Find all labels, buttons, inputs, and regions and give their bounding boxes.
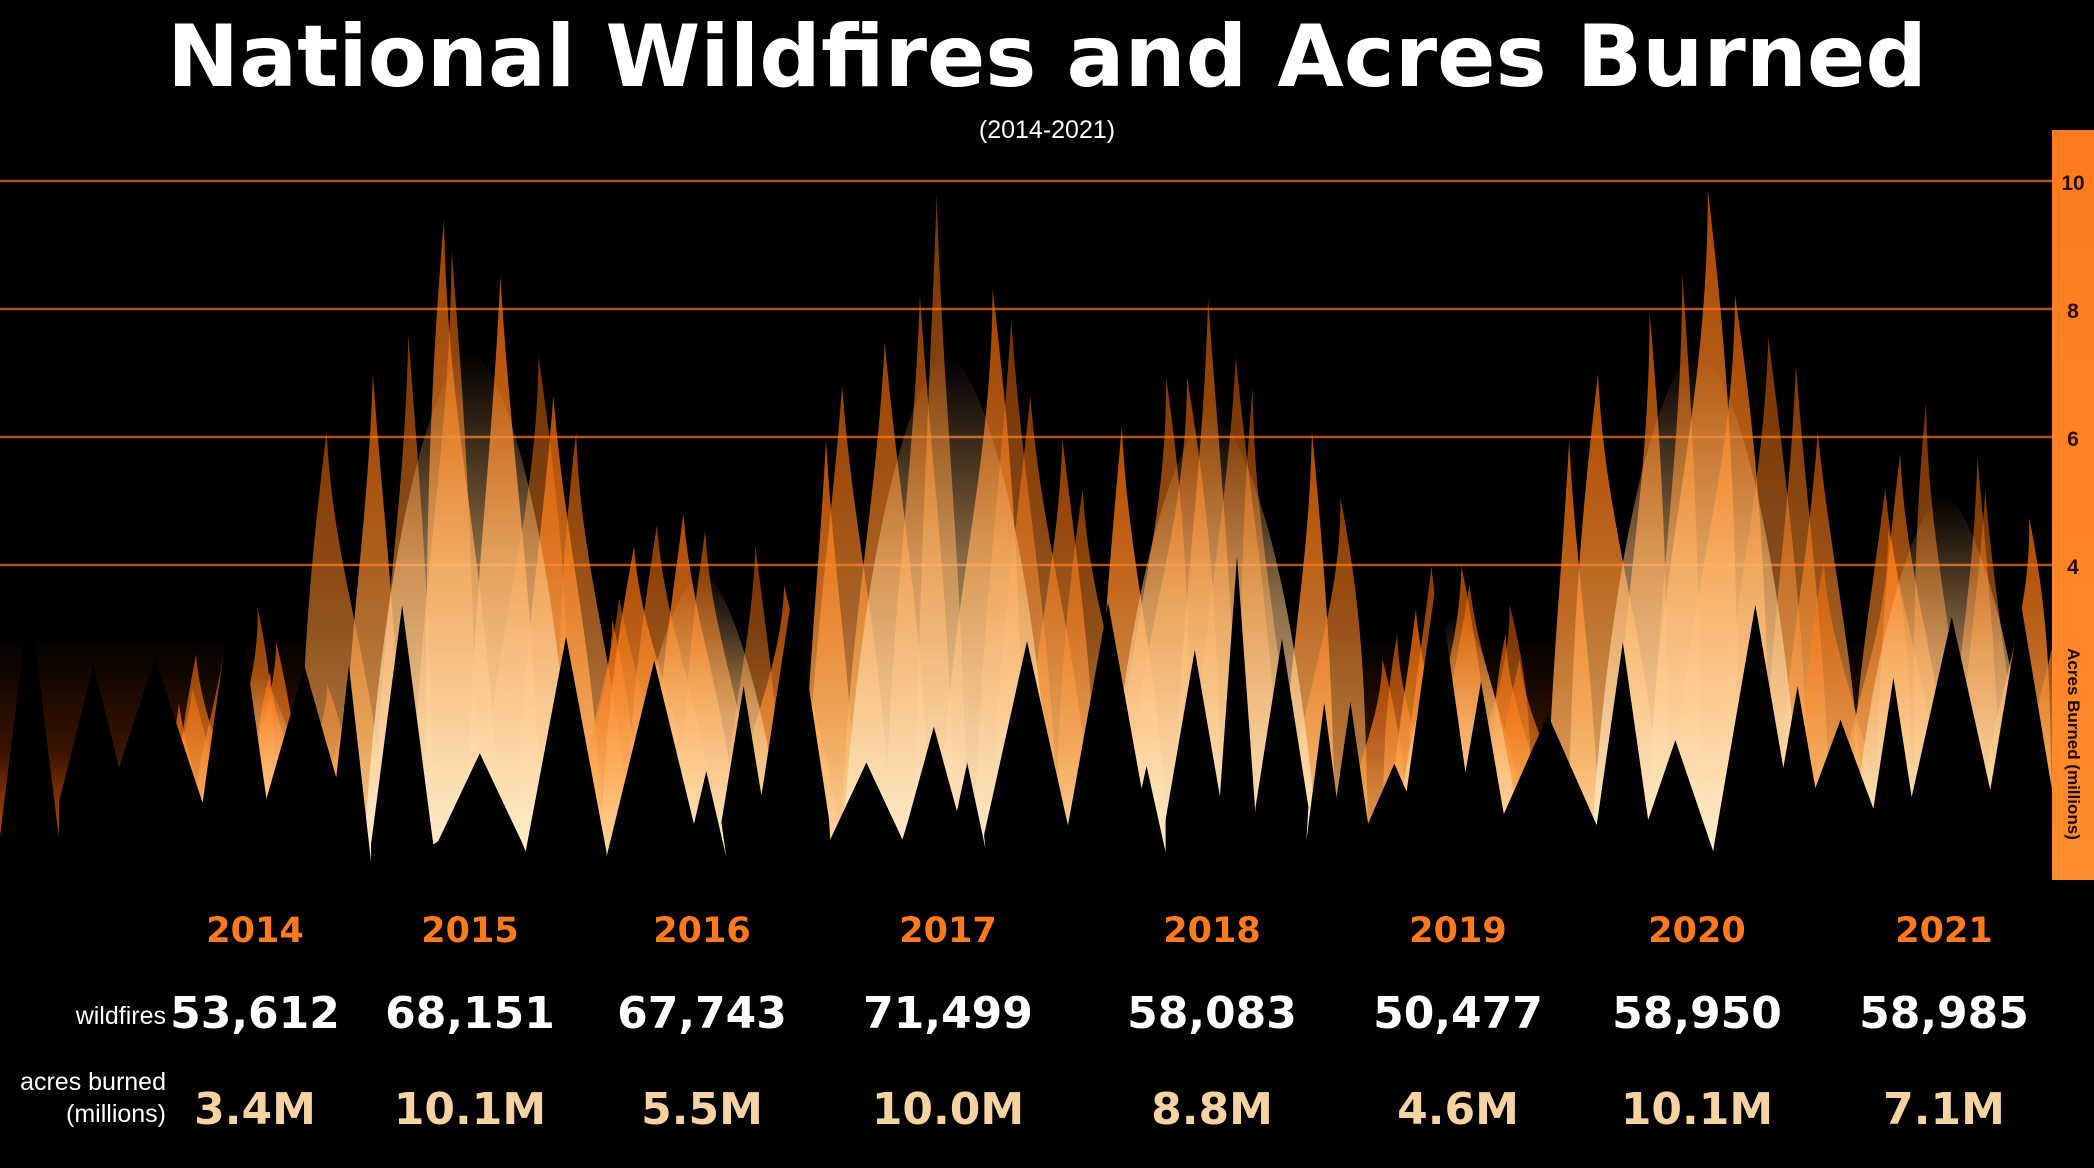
acres-value: 5.5M [641,1084,763,1135]
wildfires-value: 71,499 [863,988,1033,1039]
acres-row-label-line2: (millions) [66,1100,166,1128]
acres-value: 10.1M [1621,1084,1773,1135]
year-label: 2021 [1895,911,1992,951]
y-tick-label: 4 [2067,556,2079,579]
year-label: 2019 [1409,911,1506,951]
wildfires-value: 50,477 [1373,988,1543,1039]
flame-core [840,355,1056,880]
acres-value: 4.6M [1397,1084,1519,1135]
year-label: 2020 [1648,911,1745,951]
year-label: 2016 [653,911,750,951]
y-tick-label: 10 [2061,172,2084,195]
year-label: 2015 [421,911,518,951]
wildfires-value: 58,083 [1127,988,1297,1039]
year-label: 2014 [206,911,303,951]
wildfires-value: 53,612 [170,988,340,1039]
chart-subtitle: (2014-2021) [978,116,1116,144]
ground [0,880,2094,1168]
chart-title: National Wildfires and Acres Burned [167,7,1927,107]
acres-value: 10.1M [394,1084,546,1135]
tree-silhouette [0,556,2094,890]
acres-value: 10.0M [872,1084,1024,1135]
y-tick-label: 8 [2067,300,2079,323]
wildfires-value: 58,950 [1612,988,1782,1039]
y-axis-label: Acres Burned (millions) [2064,648,2083,840]
acres-value: 3.4M [194,1084,316,1135]
y-tick-label: 6 [2067,428,2079,451]
wildfires-value: 58,985 [1859,988,2029,1039]
wildfires-value: 67,743 [617,988,787,1039]
y-axis-bar [2052,130,2094,890]
year-label: 2018 [1163,911,1260,951]
year-label: 2017 [899,911,996,951]
acres-value: 8.8M [1151,1084,1273,1135]
wildfires-row-label: wildfires [75,1002,166,1030]
acres-value: 7.1M [1883,1084,2005,1135]
acres-row-label-line1: acres burned [20,1068,166,1096]
wildfires-value: 68,151 [385,988,555,1039]
